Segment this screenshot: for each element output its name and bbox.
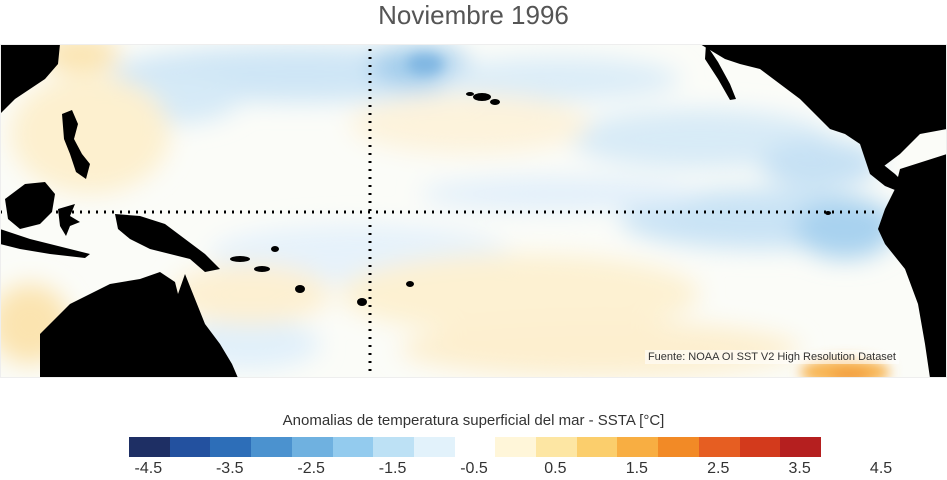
colorbar-tick-label: 3.5 — [788, 460, 811, 477]
colorbar-label: Anomalias de temperatura superficial del… — [282, 412, 665, 429]
asia-mainland — [0, 44, 60, 114]
colorbar-tick-label: 0.5 — [544, 460, 567, 477]
north-america — [700, 44, 947, 169]
java — [0, 229, 90, 258]
colorbar-tick-label: -3.5 — [215, 460, 244, 477]
colorbar-cell — [251, 437, 292, 457]
land-masses — [0, 44, 947, 378]
map-title: Noviembre 1996 — [378, 0, 569, 30]
colorbar-cell — [536, 437, 577, 457]
colorbar-tick-label: -1.5 — [378, 460, 407, 477]
new-guinea — [115, 214, 220, 272]
colorbar-tick-label: 1.5 — [625, 460, 648, 477]
colorbar-tick-label: 2.5 — [707, 460, 730, 477]
colorbar-cell — [332, 437, 374, 457]
colorbar-cell — [495, 437, 537, 457]
baja-california — [705, 44, 736, 100]
colorbar-cell — [169, 437, 211, 457]
colorbar-cell — [617, 437, 659, 457]
colorbar-cell — [129, 437, 170, 457]
colorbar-cell — [739, 437, 781, 457]
borneo — [5, 182, 55, 229]
colorbar-tick-label: -0.5 — [460, 460, 488, 477]
colorbar-cell — [658, 437, 699, 457]
philippines — [62, 110, 90, 179]
colorbar-tick-label: -4.5 — [134, 460, 163, 477]
colorbar-tick-label: 4.5 — [869, 460, 893, 477]
colorbar-ticks: -4.5 -3.5 -2.5 -1.5 -0.5 0.5 1.5 2.5 3.5 4.5 — [0, 460, 947, 480]
anomaly-field — [0, 44, 900, 377]
australia — [40, 272, 238, 378]
colorbar-cell — [698, 437, 740, 457]
colorbar — [128, 436, 822, 458]
colorbar-cell — [413, 437, 455, 457]
colorbar-cell — [454, 437, 496, 457]
sst-anomaly-map — [0, 44, 947, 378]
colorbar-cell — [780, 437, 821, 457]
colorbar-tick-label: -2.5 — [297, 460, 325, 477]
hawaii — [473, 93, 491, 101]
central-america — [860, 144, 905, 192]
colorbar-cell — [291, 437, 333, 457]
colorbar-cell — [210, 437, 252, 457]
source-note: Fuente: NOAA OI SST V2 High Resolution D… — [644, 350, 899, 364]
colorbar-cell — [576, 437, 618, 457]
colorbar-cell — [373, 437, 414, 457]
south-america — [878, 154, 947, 378]
sulawesi — [58, 204, 80, 236]
